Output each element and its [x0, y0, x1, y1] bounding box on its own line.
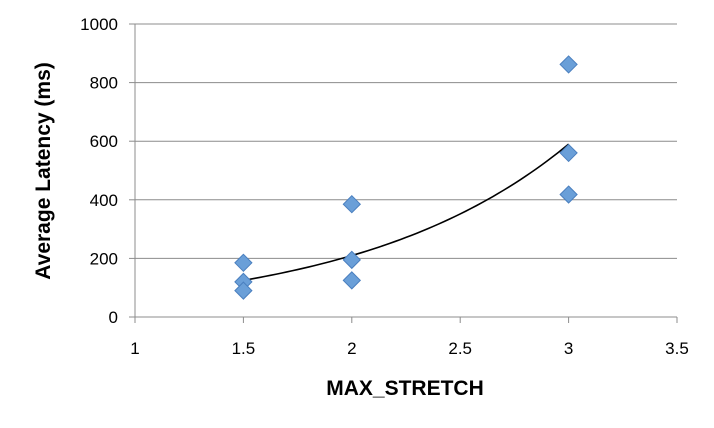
- data-points: [234, 55, 578, 300]
- data-point: [559, 55, 578, 74]
- y-tick-label: 1000: [80, 15, 118, 34]
- trendline-group: [243, 143, 570, 282]
- x-tick-label: 1.5: [232, 339, 256, 358]
- data-point: [559, 185, 578, 204]
- x-tick-label: 1: [130, 339, 139, 358]
- data-point: [342, 271, 362, 290]
- trendline: [243, 143, 570, 282]
- x-axis-title: MAX_STRETCH: [326, 377, 484, 400]
- y-tick-label: 200: [90, 249, 118, 268]
- y-tick-label: 0: [109, 308, 118, 327]
- x-tick-label: 2: [347, 339, 356, 358]
- data-point: [559, 143, 578, 163]
- y-tick-label: 400: [90, 191, 118, 210]
- axes: [129, 23, 678, 323]
- x-tick-label: 3: [564, 339, 573, 358]
- data-point: [234, 253, 253, 273]
- gridlines: [135, 23, 677, 259]
- data-point: [342, 250, 362, 270]
- y-axis-title: Average Latency (ms): [32, 62, 55, 279]
- data-point: [342, 194, 362, 214]
- data-point: [234, 281, 253, 300]
- y-tick-label: 600: [90, 132, 118, 151]
- x-tick-label: 3.5: [665, 339, 689, 358]
- y-tick-label: 800: [90, 74, 118, 93]
- tick-labels: 1 1.5 2 2.5 3 3.5 0 200 400 600 800 1000: [80, 15, 689, 358]
- x-tick-label: 2.5: [448, 339, 472, 358]
